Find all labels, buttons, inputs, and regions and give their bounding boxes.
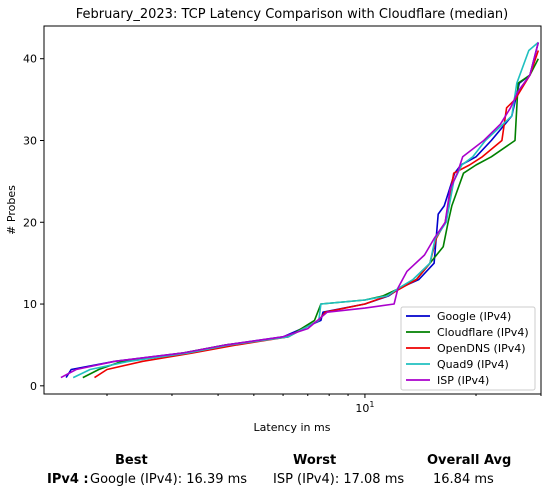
plot-frame bbox=[43, 25, 542, 395]
y-axis-label: # Probes bbox=[5, 185, 18, 235]
x-tick-label: 101 bbox=[355, 400, 374, 415]
latency-chart: February_2023: TCP Latency Comparison wi… bbox=[5, 7, 542, 434]
y-tick-label: 0 bbox=[30, 380, 37, 393]
overall-avg-header: Overall Avg bbox=[427, 453, 512, 468]
legend-label: Google (IPv4) bbox=[437, 310, 511, 323]
best-value: Google (IPv4): 16.39 ms bbox=[90, 472, 248, 487]
series-line bbox=[94, 50, 540, 379]
y-axis-ticks: 0 10 20 30 40 bbox=[23, 53, 44, 393]
series-line bbox=[60, 42, 540, 379]
legend-label: Cloudflare (IPv4) bbox=[437, 326, 529, 339]
chart-title: February_2023: TCP Latency Comparison wi… bbox=[76, 7, 508, 22]
worst-value: ISP (IPv4): 17.08 ms bbox=[273, 472, 405, 487]
x-axis-ticks: 101 bbox=[106, 394, 542, 415]
legend-label: OpenDNS (IPv4) bbox=[437, 342, 526, 355]
y-tick-label: 30 bbox=[23, 134, 37, 147]
best-header: Best bbox=[115, 453, 148, 468]
worst-header: Worst bbox=[293, 453, 337, 468]
overall-avg-value: 16.84 ms bbox=[433, 472, 494, 487]
legend: Google (IPv4) Cloudflare (IPv4) OpenDNS (I… bbox=[400, 306, 536, 391]
legend-label: ISP (IPv4) bbox=[437, 374, 489, 387]
x-axis-label: Latency in ms bbox=[254, 421, 331, 434]
ipv4-row-label: IPv4 : bbox=[47, 472, 89, 487]
legend-label: Quad9 (IPv4) bbox=[437, 358, 509, 371]
series-lines bbox=[60, 41, 540, 379]
y-tick-label: 20 bbox=[23, 216, 37, 229]
legend-box bbox=[400, 306, 536, 391]
y-tick-label: 10 bbox=[23, 298, 37, 311]
y-tick-label: 40 bbox=[23, 53, 37, 66]
